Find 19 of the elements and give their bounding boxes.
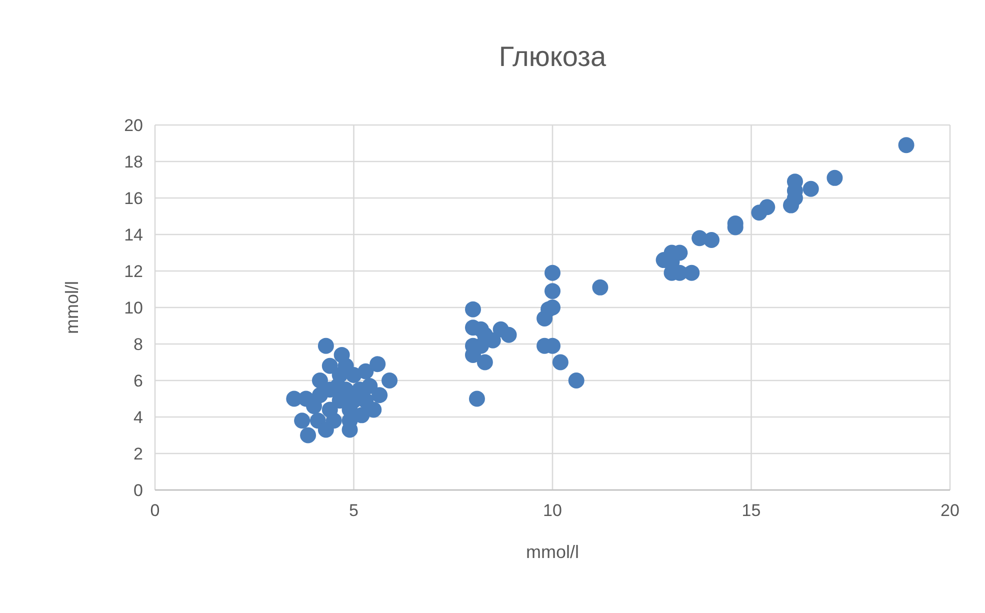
x-tick-label: 15 (742, 501, 761, 520)
y-tick-label: 12 (124, 262, 143, 281)
y-tick-label: 8 (134, 335, 143, 354)
x-tick-label: 0 (150, 501, 160, 520)
x-tick-label: 10 (543, 501, 562, 520)
y-tick-label: 10 (124, 298, 143, 318)
chart-title: Глюкоза (498, 41, 606, 72)
y-tick-label: 2 (134, 444, 143, 464)
y-tick-label: 20 (124, 116, 143, 135)
x-tick-label: 5 (349, 501, 358, 520)
x-axis-title: mmol/l (526, 542, 579, 562)
y-tick-label: 4 (134, 408, 143, 427)
y-tick-label: 0 (134, 481, 143, 500)
y-axis-title: mmol/l (62, 281, 82, 334)
y-tick-label: 14 (124, 226, 143, 244)
y-tick-label: 16 (124, 189, 143, 208)
x-tick-label: 20 (940, 501, 960, 520)
y-tick-label: 6 (134, 372, 143, 390)
y-tick-label: 18 (124, 152, 143, 172)
